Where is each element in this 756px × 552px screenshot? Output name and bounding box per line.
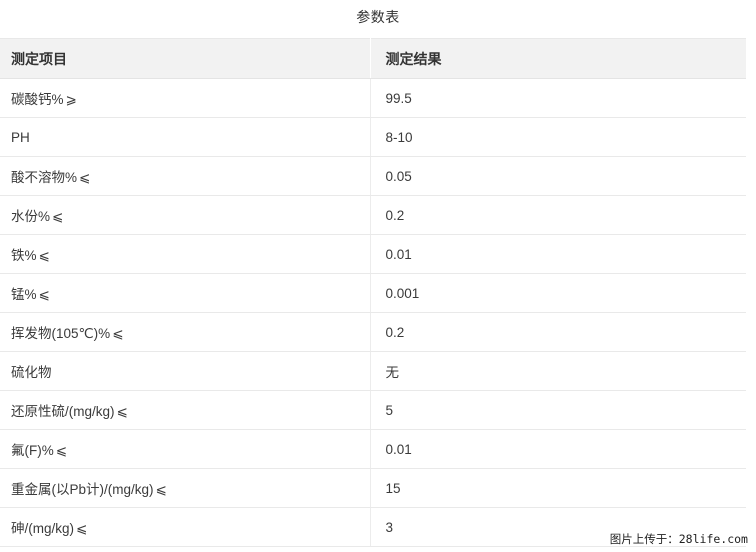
column-header-result: 测定结果	[370, 38, 746, 79]
cell-measurement-item: 铁% ⩽	[0, 234, 371, 274]
table-row: 重金属(以Pb计)/(mg/kg) ⩽ 15	[0, 468, 746, 508]
table-row: 锰% ⩽ 0.001	[0, 273, 746, 313]
cell-measurement-result: 0.001	[370, 273, 746, 313]
cell-measurement-item: 碳酸钙% ⩾	[0, 78, 371, 118]
cell-measurement-item: 硫化物	[0, 351, 371, 391]
measurement-item-label: 重金属(以Pb计)/(mg/kg)	[11, 482, 154, 497]
comparison-operator-symbol: ⩽	[79, 170, 91, 185]
column-header-item: 测定项目	[0, 38, 371, 79]
comparison-operator-symbol: ⩽	[116, 404, 128, 419]
cell-measurement-result: 99.5	[370, 78, 746, 118]
comparison-operator-symbol: ⩽	[38, 248, 50, 263]
table-row: 酸不溶物% ⩽ 0.05	[0, 156, 746, 196]
measurement-item-label: 铁%	[11, 248, 37, 263]
table-row: 氟(F)% ⩽ 0.01	[0, 429, 746, 469]
comparison-operator-symbol: ⩽	[76, 521, 88, 536]
cell-measurement-item: 还原性硫/(mg/kg) ⩽	[0, 390, 371, 430]
table-header: 测定项目 测定结果	[0, 38, 746, 79]
cell-measurement-item: 锰% ⩽	[0, 273, 371, 313]
cell-measurement-result: 0.2	[370, 195, 746, 235]
measurement-item-label: 还原性硫/(mg/kg)	[11, 404, 115, 419]
cell-measurement-result: 无	[370, 351, 746, 391]
comparison-operator-symbol: ⩽	[155, 482, 167, 497]
cell-measurement-item: 砷/(mg/kg) ⩽	[0, 507, 371, 547]
cell-measurement-item: 挥发物(105℃)% ⩽	[0, 312, 371, 352]
cell-measurement-result: 3	[370, 507, 746, 547]
table-row: PH 8-10	[0, 117, 746, 157]
comparison-operator-symbol: ⩽	[112, 326, 124, 341]
measurement-item-label: 砷/(mg/kg)	[11, 521, 75, 536]
table-row: 碳酸钙% ⩾ 99.5	[0, 78, 746, 118]
table-row: 还原性硫/(mg/kg) ⩽ 5	[0, 390, 746, 430]
table-row: 铁% ⩽ 0.01	[0, 234, 746, 274]
measurement-item-label: 挥发物(105℃)%	[11, 326, 111, 341]
cell-measurement-result: 0.05	[370, 156, 746, 196]
measurement-item-label: 酸不溶物%	[11, 170, 78, 185]
measurement-item-label: PH	[11, 129, 30, 145]
table-body: 碳酸钙% ⩾ 99.5 PH 8-10 酸不溶物% ⩽ 0.05 水份% ⩽ 0.2 铁% ⩽ 0.01 锰…	[0, 78, 746, 547]
measurement-item-label: 碳酸钙%	[11, 92, 64, 107]
table-row: 水份% ⩽ 0.2	[0, 195, 746, 235]
page-title: 参数表	[356, 9, 400, 25]
comparison-operator-symbol: ⩽	[38, 287, 50, 302]
measurement-item-label: 锰%	[11, 287, 37, 302]
table-row: 硫化物 无	[0, 351, 746, 391]
table-row: 挥发物(105℃)% ⩽ 0.2	[0, 312, 746, 352]
comparison-operator-symbol: ⩾	[65, 92, 77, 107]
cell-measurement-result: 0.01	[370, 234, 746, 274]
cell-measurement-result: 0.2	[370, 312, 746, 352]
watermark-text: 图片上传于：28life.com	[609, 532, 748, 546]
measurement-item-label: 氟(F)%	[11, 443, 54, 458]
cell-measurement-result: 8-10	[370, 117, 746, 157]
cell-measurement-item: 酸不溶物% ⩽	[0, 156, 371, 196]
table-row: 砷/(mg/kg) ⩽ 3	[0, 507, 746, 547]
cell-measurement-result: 5	[370, 390, 746, 430]
cell-measurement-result: 0.01	[370, 429, 746, 469]
comparison-operator-symbol: ⩽	[55, 443, 68, 458]
cell-measurement-item: 重金属(以Pb计)/(mg/kg) ⩽	[0, 468, 371, 508]
table-header-row: 测定项目 测定结果	[0, 38, 746, 79]
cell-measurement-result: 15	[370, 468, 746, 508]
comparison-operator-symbol: ⩽	[52, 209, 64, 224]
cell-measurement-item: 氟(F)% ⩽	[0, 429, 371, 469]
cell-measurement-item: 水份% ⩽	[0, 195, 371, 235]
measurement-item-label: 水份%	[11, 209, 51, 224]
parameter-table: 测定项目 测定结果 碳酸钙% ⩾ 99.5 PH 8-10 酸不溶物% ⩽ 0.05 水份% ⩽ 0…	[0, 38, 746, 547]
cell-measurement-item: PH	[0, 117, 371, 157]
measurement-item-label: 硫化物	[11, 365, 52, 380]
